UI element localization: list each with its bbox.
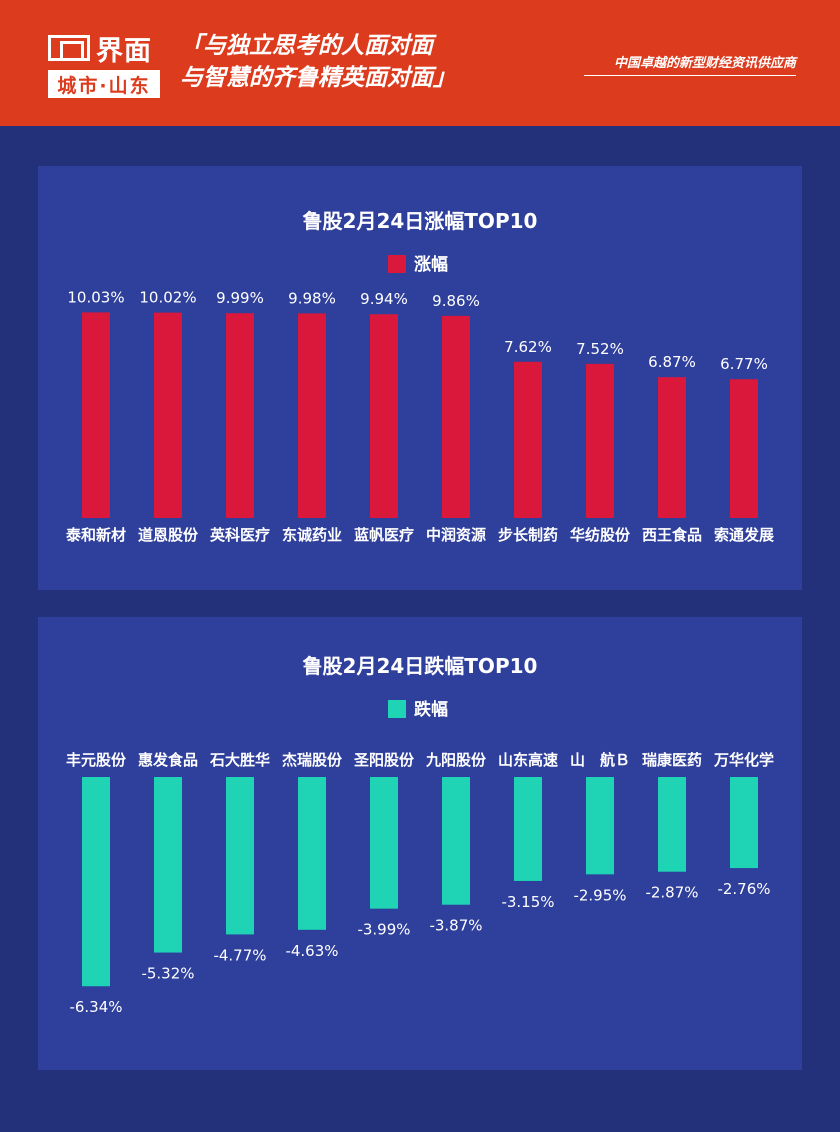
legend-label: 涨幅 bbox=[414, 254, 448, 275]
data-label: -2.87% bbox=[645, 884, 698, 902]
category-label: 丰元股份 bbox=[66, 751, 127, 769]
data-label: -3.87% bbox=[429, 917, 482, 935]
logo-word: 界面 bbox=[96, 35, 152, 67]
data-label: 7.62% bbox=[504, 338, 552, 356]
category-label: 石大胜华 bbox=[209, 751, 270, 769]
data-label: -3.15% bbox=[501, 893, 554, 911]
category-label: 华纺股份 bbox=[570, 526, 631, 544]
data-label: 9.94% bbox=[360, 290, 408, 308]
bar bbox=[658, 777, 686, 872]
category-label: 泰和新材 bbox=[65, 526, 126, 544]
bar bbox=[154, 777, 182, 953]
bar bbox=[82, 312, 110, 518]
logo-top: 界面 bbox=[48, 30, 160, 67]
bar bbox=[514, 777, 542, 881]
logo-mark-icon bbox=[48, 35, 90, 61]
category-label: 九阳股份 bbox=[425, 751, 487, 769]
category-label: 万华化学 bbox=[713, 751, 774, 769]
data-label: 6.87% bbox=[648, 353, 696, 371]
slogan-line-1: 「与独立思考的人面对面 bbox=[180, 33, 433, 59]
category-label: 中润资源 bbox=[426, 526, 486, 544]
bar bbox=[442, 777, 470, 905]
data-label: -2.76% bbox=[717, 880, 770, 898]
data-label: -5.32% bbox=[141, 965, 194, 983]
legend-label: 跌幅 bbox=[414, 699, 448, 720]
category-label: 惠发食品 bbox=[138, 751, 198, 769]
slogan-line-2: 与智慧的齐鲁精英面对面」 bbox=[180, 65, 456, 91]
category-label: 山 航Ｂ bbox=[570, 751, 630, 769]
data-label: 7.52% bbox=[576, 340, 624, 358]
legend-swatch bbox=[388, 255, 406, 273]
category-label: 道恩股份 bbox=[138, 526, 199, 544]
data-label: -4.63% bbox=[285, 942, 338, 960]
category-label: 山东高速 bbox=[498, 751, 558, 769]
data-label: 9.99% bbox=[216, 289, 264, 307]
category-label: 步长制药 bbox=[498, 526, 558, 544]
bar bbox=[298, 313, 326, 518]
tagline: 中国卓越的新型财经资讯供应商 bbox=[613, 56, 796, 71]
bar bbox=[730, 379, 758, 518]
loss-chart-panel: 鲁股2月24日跌幅TOP10 跌幅 -6.34% 丰元股份 -5.32% 惠发食品 -4.7… bbox=[38, 617, 802, 1070]
category-label: 英科医疗 bbox=[210, 526, 270, 544]
bar bbox=[442, 315, 470, 518]
tagline-underline bbox=[584, 75, 796, 76]
category-label: 圣阳股份 bbox=[353, 751, 415, 769]
bar bbox=[514, 361, 542, 518]
header-banner: 界面 城市·山东 「与独立思考的人面对面 与智慧的齐鲁精英面对面」 中国卓越的新… bbox=[0, 0, 840, 126]
data-label: -3.99% bbox=[357, 921, 410, 939]
bar bbox=[226, 313, 254, 518]
data-label: 10.02% bbox=[139, 289, 196, 307]
data-label: -6.34% bbox=[69, 998, 122, 1016]
data-label: 6.77% bbox=[720, 355, 768, 373]
category-label: 东诚药业 bbox=[282, 526, 342, 544]
gain-chart-panel: 鲁股2月24日涨幅TOP10 涨幅 10.03% 泰和新材 10.02% 道恩股份 9.99… bbox=[38, 166, 802, 590]
brand-logo: 界面 城市·山东 bbox=[48, 30, 160, 98]
data-label: 10.03% bbox=[67, 288, 124, 306]
bar bbox=[226, 777, 254, 935]
data-label: -4.77% bbox=[213, 946, 266, 964]
bar bbox=[370, 777, 398, 909]
category-label: 杰瑞股份 bbox=[282, 751, 343, 769]
slogan: 「与独立思考的人面对面 与智慧的齐鲁精英面对面」 bbox=[180, 30, 456, 94]
data-label: -2.95% bbox=[573, 886, 626, 904]
legend-swatch bbox=[388, 700, 406, 718]
bar bbox=[658, 377, 686, 518]
category-label: 瑞康医药 bbox=[642, 751, 702, 769]
category-label: 蓝帆医疗 bbox=[354, 526, 414, 544]
bar bbox=[586, 363, 614, 518]
gain-chart: 鲁股2月24日涨幅TOP10 涨幅 10.03% 泰和新材 10.02% 道恩股份 9.99… bbox=[65, 209, 774, 544]
bar bbox=[586, 777, 614, 875]
data-label: 9.98% bbox=[288, 289, 336, 307]
data-label: 9.86% bbox=[432, 292, 480, 310]
loss-chart: 鲁股2月24日跌幅TOP10 跌幅 -6.34% 丰元股份 -5.32% 惠发食品 -4.7… bbox=[66, 654, 774, 1016]
bar bbox=[730, 777, 758, 869]
bar bbox=[82, 777, 110, 987]
bar bbox=[298, 777, 326, 930]
category-label: 西王食品 bbox=[642, 526, 702, 544]
chart-title: 鲁股2月24日涨幅TOP10 bbox=[303, 209, 538, 233]
chart-title: 鲁股2月24日跌幅TOP10 bbox=[303, 654, 538, 678]
logo-subtitle: 城市·山东 bbox=[48, 70, 160, 98]
category-label: 索通发展 bbox=[714, 526, 774, 544]
bar bbox=[370, 314, 398, 518]
bar bbox=[154, 312, 182, 518]
